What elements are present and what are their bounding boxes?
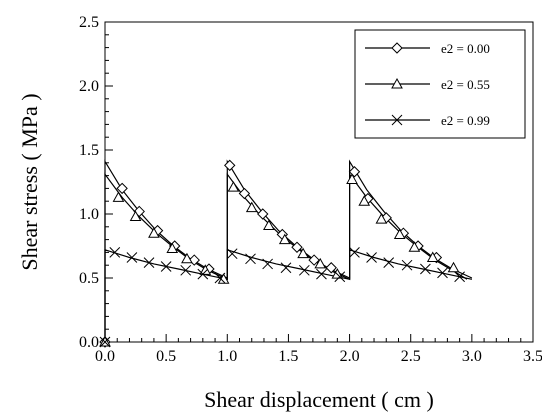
series-2-point: [314, 257, 327, 269]
series-3-point: [245, 253, 256, 265]
series-2-point: [227, 181, 240, 192]
series-1-point: [238, 187, 251, 200]
y-tick-label: 1.0: [79, 206, 99, 223]
series-2-point: [408, 241, 421, 252]
series-3-point: [316, 268, 327, 280]
series-3-point: [420, 263, 431, 275]
series-3-point: [126, 252, 138, 263]
series-3-point: [197, 268, 209, 280]
x-tick-label: 0.0: [95, 348, 115, 365]
series-3-point: [143, 257, 155, 268]
legend-label-2: e2 = 0.55: [441, 77, 490, 92]
legend-label-3: e2 = 0.99: [441, 113, 490, 128]
legend-marker-1: [391, 42, 403, 54]
series-3-point: [180, 264, 192, 276]
x-tick-label: 1.0: [217, 348, 237, 365]
series-3-point: [366, 252, 377, 263]
series-1-point: [325, 262, 337, 274]
series-1-point: [291, 241, 303, 253]
series-3-point: [109, 247, 121, 258]
series-2-point: [375, 213, 388, 224]
series-3-point: [437, 267, 448, 279]
series-1-point: [257, 208, 269, 220]
series-3-point: [298, 264, 310, 276]
legend-label-1: e2 = 0.00: [441, 41, 490, 56]
series-3-point: [280, 262, 292, 274]
series-3-point: [334, 271, 346, 283]
legend: e2 = 0.00 e2 = 0.55 e2 = 0.99: [354, 29, 526, 139]
series-3-point: [262, 258, 273, 270]
series-2-point: [297, 247, 309, 259]
x-axis-title: Shear displacement ( cm ): [204, 387, 434, 412]
series-2-point: [346, 173, 358, 184]
series-2-point: [447, 261, 460, 273]
y-tick-label: 2.0: [79, 78, 99, 95]
series-3-point: [383, 257, 395, 268]
series-2-point: [426, 251, 439, 263]
series-2-point: [112, 191, 125, 202]
series-markers: [99, 159, 465, 348]
y-tick-label: 0.5: [79, 270, 99, 287]
series-3-point: [214, 272, 226, 284]
x-tick-label: 1.5: [278, 348, 298, 365]
y-axis-title: Shear stress ( MPa ): [17, 93, 42, 270]
y-tick-label: 1.5: [79, 142, 99, 159]
series-3-point: [349, 247, 360, 258]
series-3-point: [160, 261, 172, 272]
series-line-3: [104, 248, 473, 342]
series-2-point: [129, 210, 142, 222]
x-tick-label: 3.5: [523, 348, 542, 365]
series-line-2: [104, 172, 468, 342]
series-3-point: [401, 259, 413, 271]
series-2-point: [245, 201, 258, 213]
series-2-point: [358, 195, 371, 206]
x-tick-label: 0.5: [156, 348, 176, 365]
x-tick-label: 2.0: [340, 348, 360, 365]
axis-ticks: 0.0 0.5 1.0 1.5 2.0 2.5 3.0 3.5 0.0 0.5 1.0 1.5 2.0 2…: [79, 14, 542, 365]
y-tick-label: 0.0: [79, 334, 99, 351]
series-3-point: [99, 336, 111, 348]
series-2-point: [393, 228, 406, 239]
series-2-point: [148, 227, 160, 238]
series-1-point: [116, 182, 128, 195]
x-tick-label: 3.0: [462, 348, 482, 365]
series-3-point: [454, 271, 465, 283]
series-2-point: [181, 252, 193, 264]
x-tick-label: 2.5: [401, 348, 421, 365]
series-1-point: [224, 159, 236, 172]
series-2-point: [166, 242, 179, 254]
series-3-point: [226, 248, 238, 260]
y-tick-label: 2.5: [79, 14, 99, 31]
series-1-point: [308, 254, 320, 266]
legend-marker-3: [391, 114, 403, 126]
series-2-point: [278, 233, 291, 245]
legend-marker-2: [391, 77, 403, 89]
series-2-point: [263, 219, 275, 231]
